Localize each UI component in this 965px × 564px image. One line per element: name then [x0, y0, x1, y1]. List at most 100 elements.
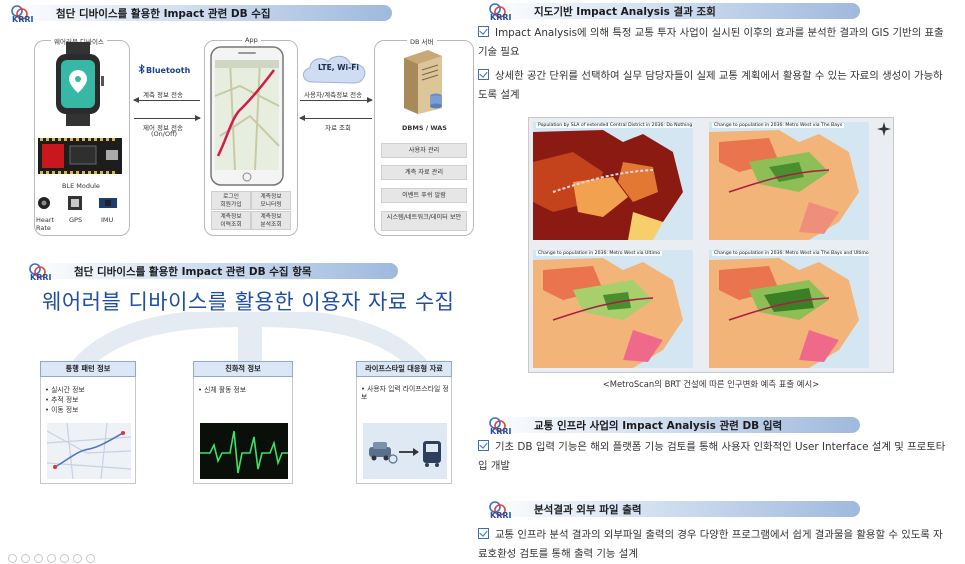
paragraph-text: 교통 인프라 분석 결과의 외부파일 출력의 경우 다양한 프로그램에서 쉽게 …: [478, 529, 943, 560]
map-graphic: [533, 122, 693, 240]
compass-icon: [877, 122, 891, 136]
map-caption: Change to population in 2036: Metro West…: [712, 123, 845, 128]
ble-module-icon: [38, 138, 122, 174]
app-cell-login: 로그인 회원가입: [211, 191, 251, 210]
app-cell-monitoring: 계측정보 모니터링: [251, 191, 291, 210]
query-arrow: [299, 115, 372, 121]
header-bar: [26, 263, 398, 279]
svg-text:KRRI: KRRI: [30, 273, 52, 282]
db-btn-user: 사용자 관리: [381, 143, 467, 158]
bluetooth-label: Bluetooth: [138, 63, 191, 75]
section-header-collection-items: KRRI 첨단 디바이스를 활용한 Impact 관련 DB 수집 항목: [26, 260, 398, 282]
lte-label: LTE, Wi-Fi: [318, 63, 359, 72]
map-graphic: [533, 250, 693, 368]
card-head-lifestyle: 라이프스타일 대응형 자료: [356, 361, 452, 377]
card-lifestyle: • 사용자 입력 라이프스타일 정보: [356, 370, 452, 484]
sensor-icons: [38, 196, 117, 210]
checkbox-icon: [478, 26, 489, 37]
checkbox-icon: [478, 440, 489, 451]
figure-caption: <MetroScan의 BRT 건설에 따른 인구변화 예측 표출 예시>: [602, 379, 820, 389]
header-bar: [8, 5, 392, 21]
card-item: • 신체 활동 정보: [198, 386, 247, 394]
checkbox-icon: [478, 69, 489, 80]
page-icons: [8, 554, 95, 563]
section-header-db-input: KRRI 교통 인프라 사업의 Impact Analysis 관련 DB 입력: [486, 414, 860, 436]
krri-logo: KRRI: [489, 501, 512, 520]
section-title: 첨단 디바이스를 활용한 Impact 관련 DB 수집 항목: [74, 265, 312, 278]
krri-logo: KRRI: [29, 263, 52, 282]
circle-icon: [47, 554, 56, 563]
cloud-icon: [303, 55, 366, 84]
circle-icon: [21, 554, 30, 563]
map-caption: Change to population in 2036: Metro West…: [536, 251, 663, 256]
user-send-arrow: [300, 97, 373, 103]
paragraph-text: 기초 DB 입력 기능은 해외 플랫폼 기능 검토를 통해 사용자 인화적인 U…: [478, 441, 946, 472]
control-arrow: [134, 115, 201, 121]
smartphone-icon: [210, 46, 284, 186]
circle-icon: [73, 554, 82, 563]
card-item: • 실시간 정보: [45, 386, 85, 394]
measure-arrow: [133, 97, 200, 103]
on-off-label: (On/Off): [151, 130, 178, 138]
section-title: 지도기반 Impact Analysis 결과 조회: [534, 5, 716, 18]
header-bar: [486, 501, 860, 517]
svg-text:KRRI: KRRI: [490, 427, 512, 436]
svg-text:KRRI: KRRI: [490, 13, 512, 22]
dbms-label: DBMS / WAS: [402, 124, 447, 132]
card-head-travel-pattern: 통행 패턴 정보: [40, 361, 136, 377]
map-caption: Population by SLA of extended Central Di…: [536, 123, 693, 128]
db-btn-push: 이벤트 푸쉬 알람: [381, 188, 467, 203]
gps-label: GPS: [69, 216, 83, 224]
imu-label: IMU: [101, 216, 114, 224]
krri-logo: KRRI: [489, 3, 512, 22]
heart-rate-label: Heart Rate: [36, 216, 55, 232]
map-caption: Change to population in 2036: Metro West…: [712, 251, 869, 256]
card-items: • 신체 활동 정보: [198, 385, 246, 395]
control-send-label: 제어 정보 전송: [143, 124, 184, 132]
paragraph-spatial-unit: 상세한 공간 단위를 선택하여 실무 담당자들이 실제 교통 계획에서 활용할 …: [478, 67, 952, 105]
map-via-bays-ultimo: Change to population in 2036: Metro West…: [709, 250, 869, 368]
connector-arcs: [73, 312, 427, 368]
map-graphic: [709, 122, 869, 240]
header-bar: [486, 3, 860, 19]
checkbox-icon: [478, 528, 489, 539]
svg-text:KRRI: KRRI: [12, 15, 34, 24]
db-btn-data: 계측 자료 관리: [381, 165, 467, 180]
smartwatch-icon: [56, 42, 104, 126]
circle-icon: [34, 554, 43, 563]
car-to-bus-thumbnail: [363, 423, 447, 479]
krri-logo: KRRI: [11, 5, 34, 24]
section-title: 분석결과 외부 파일 출력: [534, 503, 642, 516]
card-item-text: 신체 활동 정보: [204, 386, 247, 394]
card-item-text: 이동 정보: [51, 406, 79, 414]
section-title: 첨단 디바이스를 활용한 Impact 관련 DB 수집: [56, 7, 271, 20]
section-header-map-results: KRRI 지도기반 Impact Analysis 결과 조회: [486, 0, 860, 22]
paragraph-file-output: 교통 인프라 분석 결과의 외부파일 출력의 경우 다양한 프로그램에서 쉽게 …: [478, 526, 952, 564]
travel-map-thumbnail: [47, 423, 131, 479]
user-send-label: 사용자/계측정보 전송: [304, 91, 363, 99]
server-icon: [404, 50, 442, 114]
ble-module-label: BLE Module: [62, 182, 100, 190]
map-via-ultimo: Change to population in 2036: Metro West…: [533, 250, 693, 368]
card-travel-pattern: • 실시간 정보 • 추적 정보 • 이동 정보: [40, 370, 136, 484]
paragraph-db-input: 기초 DB 입력 기능은 해외 플랫폼 기능 검토를 통해 사용자 인화적인 U…: [478, 438, 952, 476]
card-item-text: 실시간 정보: [51, 386, 85, 394]
section-header-db-collection: KRRI 첨단 디바이스를 활용한 Impact 관련 DB 수집: [8, 2, 392, 24]
circle-icon: [60, 554, 69, 563]
card-item-text: 사용자 입력 라이프스타일 정보: [361, 385, 449, 401]
card-item: • 사용자 입력 라이프스타일 정보: [361, 385, 449, 401]
bluetooth-text: Bluetooth: [146, 66, 191, 75]
heartbeat-thumbnail: [200, 423, 288, 479]
map-do-nothing: Population by SLA of extended Central Di…: [533, 122, 693, 240]
query-label: 자료 조회: [325, 124, 351, 132]
card-items: • 사용자 입력 라이프스타일 정보: [361, 385, 449, 401]
db-btn-security: 시스템/네트워크/데이터 보안: [381, 211, 467, 231]
bluetooth-icon: [138, 63, 145, 75]
section-title: 교통 인프라 사업의 Impact Analysis 관련 DB 입력: [534, 419, 783, 432]
paragraph-text: 상세한 공간 단위를 선택하여 실무 담당자들이 실제 교통 계획에서 활용할 …: [478, 70, 943, 101]
collection-big-title: 웨어러블 디바이스를 활용한 이용자 자료 수집: [42, 290, 455, 314]
svg-text:KRRI: KRRI: [490, 511, 512, 520]
krri-logo: KRRI: [489, 417, 512, 436]
card-items: • 실시간 정보 • 추적 정보 • 이동 정보: [45, 385, 85, 415]
header-bar: [486, 417, 860, 433]
